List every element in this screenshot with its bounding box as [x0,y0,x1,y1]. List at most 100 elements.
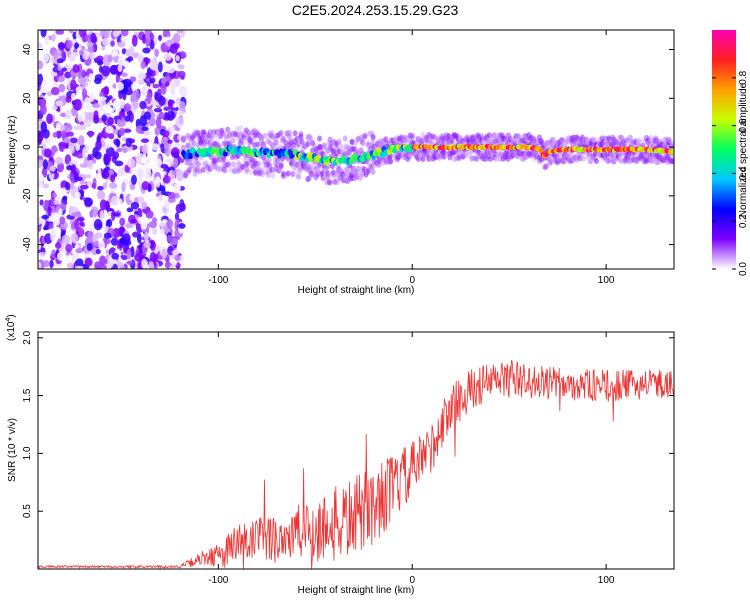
halo-blob [420,156,426,163]
noise-blob [66,131,74,137]
noise-blob [79,49,84,56]
noise-blob [95,139,102,151]
noise-blob [121,181,126,193]
noise-blob [38,47,45,54]
halo-blob [200,166,206,173]
noise-blob [84,197,93,207]
noise-blob [81,69,86,79]
noise-blob [103,154,112,164]
noise-blob [43,259,50,268]
noise-blob [111,195,119,207]
noise-blob [161,218,168,224]
noise-blob [74,191,81,199]
y-tick-label: -40 [22,237,33,252]
noise-blob [101,170,110,179]
noise-blob [107,256,114,268]
halo-blob [248,169,254,176]
noise-blob [79,184,89,190]
noise-blob [174,254,181,262]
halo-blob [285,170,291,177]
noise-blob [38,73,44,85]
noise-blob [142,143,149,155]
noise-blob [142,47,151,54]
halo-blob [410,132,416,139]
halo-blob [432,134,438,141]
noise-blob [52,132,58,138]
noise-blob [140,61,146,70]
noise-blob [39,199,44,206]
noise-blob [52,192,57,199]
noise-blob [76,85,85,91]
noise-blob [141,180,150,191]
halo-blob [362,132,368,139]
noise-blob [126,260,135,265]
noise-blob [85,160,93,167]
halo-blob [321,144,327,151]
noise-blob [175,169,184,182]
noise-blob [51,105,58,111]
noise-blob [157,61,163,73]
noise-blob [49,229,56,242]
noise-blob [132,231,140,238]
noise-blob [166,110,175,121]
halo-blob [334,179,340,186]
x-tick-label: 100 [598,575,615,586]
noise-blob [132,52,140,58]
halo-blob [278,129,284,136]
noise-blob [117,167,125,177]
noise-blob [84,144,89,153]
noise-blob [129,194,134,201]
noise-blob [98,65,103,73]
noise-blob [68,30,74,34]
snr-axes: -100 0 100 0.5 1.0 1.5 2.0 [22,330,674,586]
noise-blob [104,200,110,211]
noise-blob [170,84,176,96]
noise-blob [119,217,126,227]
noise-blob [174,212,180,221]
y-tick-label: 1.5 [22,388,33,402]
noise-blob [140,201,148,210]
noise-blob [115,81,124,91]
colorbar-tick-label: 0.4 [738,166,749,180]
noise-blob [69,182,75,190]
noise-blob [91,182,96,189]
noise-blob [169,265,175,269]
noise-blob [110,40,115,47]
noise-blob [86,179,94,187]
halo-blob [274,139,279,146]
noise-blob [108,133,115,140]
noise-blob [161,248,168,260]
noise-blob [89,52,95,61]
noise-blob [108,182,118,189]
snr-multiplier: (x104) [5,314,17,341]
noise-blob [118,198,123,211]
noise-blob [46,113,53,125]
x-tick-label: 0 [409,275,415,286]
noise-blob [125,137,133,148]
noise-blob [167,66,175,74]
halo-blob [299,138,305,145]
noise-blob [82,49,90,61]
noise-blob [83,253,92,259]
noise-blob [53,200,60,205]
noise-blob [61,234,71,245]
snr-panel: -100 0 100 0.5 1.0 1.5 2.0 Height of straight … [5,314,675,596]
noise-blob [135,92,141,99]
y-tick-label: 2.0 [22,330,33,344]
noise-blob [63,148,72,155]
halo-blob [441,153,447,160]
noise-blob [72,31,77,40]
noise-blob [70,164,77,175]
noise-blob [143,161,152,174]
noise-blob [51,33,56,42]
colorbar-ticks: 0.0 0.2 0.4 0.6 0.8 [712,70,749,276]
noise-blob [66,40,73,49]
halo-blob [543,163,549,170]
noise-blob [110,237,119,246]
colorbar: 0.0 0.2 0.4 0.6 0.8 Normalized spectral ampl… [712,30,749,276]
noise-blob [164,146,171,157]
noise-blob [39,251,46,257]
spectrogram-ylabel: Frequency (Hz) [7,116,18,185]
colorbar-tick-label: 0.0 [738,262,749,276]
noise-blob [86,243,93,252]
